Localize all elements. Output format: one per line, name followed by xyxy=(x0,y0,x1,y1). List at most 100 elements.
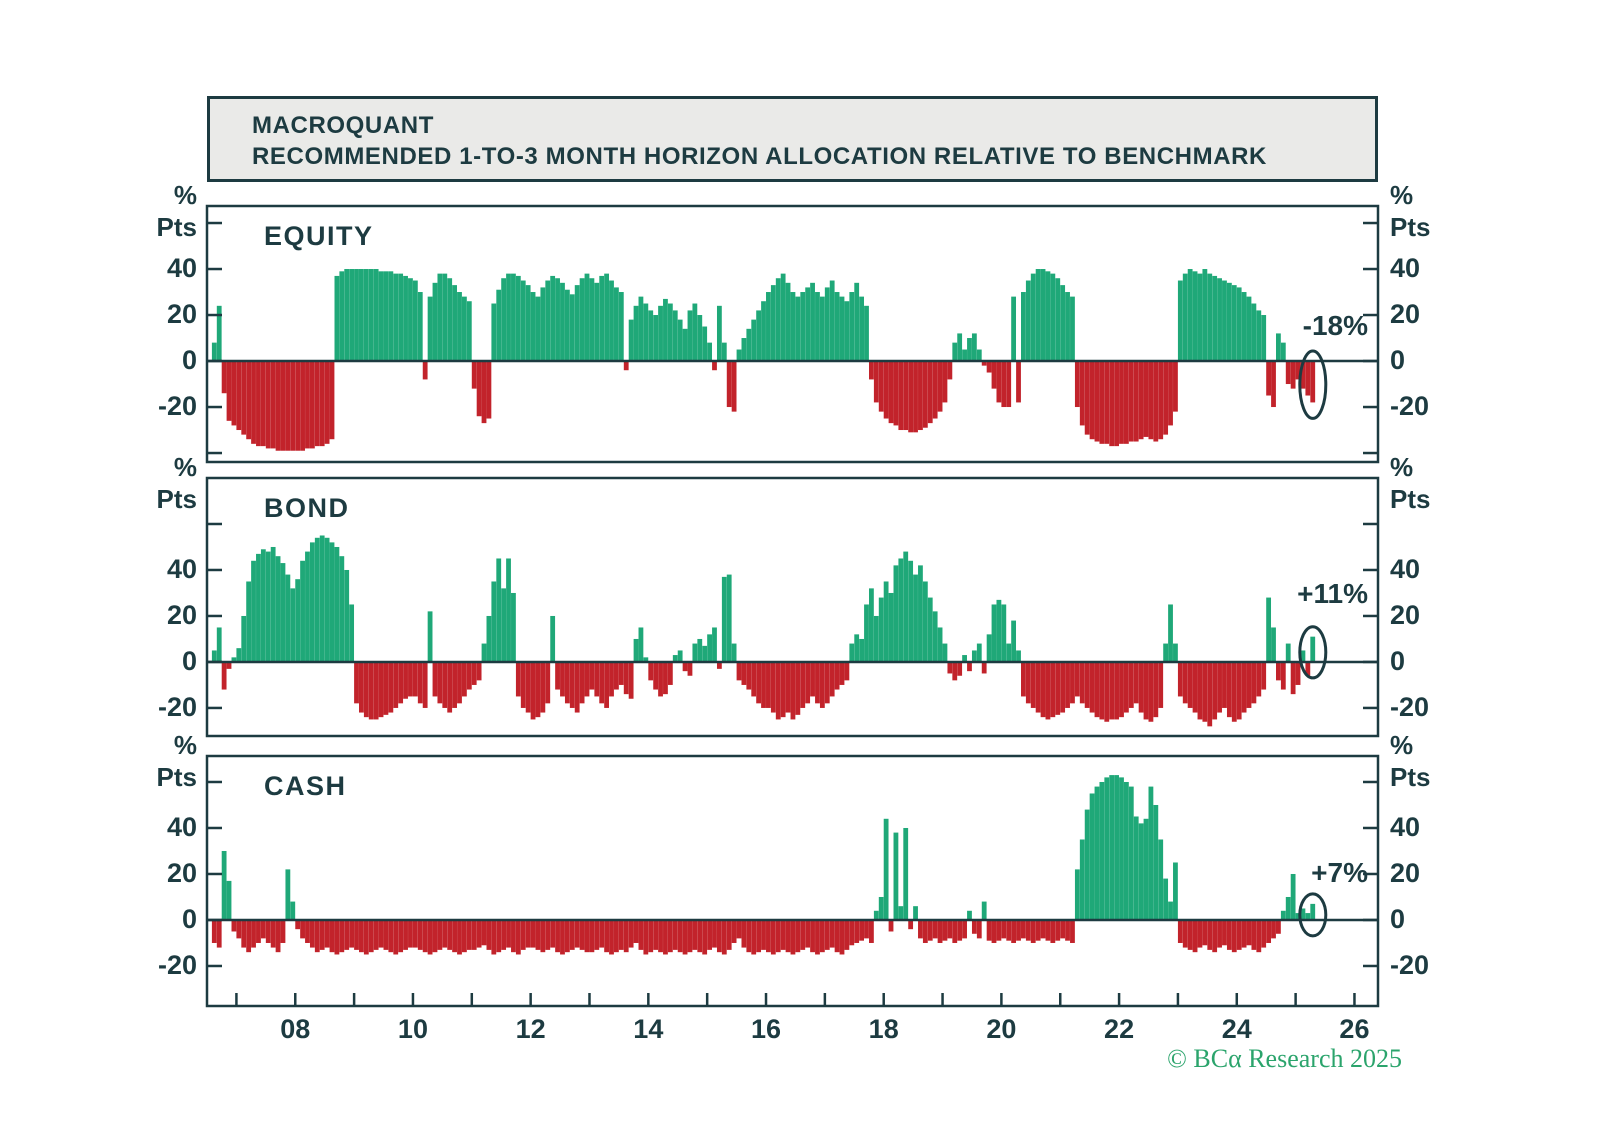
bar-equity xyxy=(643,303,649,362)
bar-equity xyxy=(270,361,276,449)
bar-bond xyxy=(918,565,923,662)
bar-cash xyxy=(1050,919,1056,943)
bar-bond xyxy=(1099,661,1105,720)
bar-bond xyxy=(226,661,232,669)
bar-bond xyxy=(834,661,840,690)
bar-cash xyxy=(1236,919,1242,950)
bar-equity xyxy=(1109,361,1115,447)
bar-bond xyxy=(1310,636,1316,662)
bar-bond xyxy=(1285,643,1291,662)
bar-cash xyxy=(594,919,600,950)
bar-cash xyxy=(476,919,482,948)
bar-cash xyxy=(354,919,359,950)
bar-cash xyxy=(1021,919,1026,939)
bar-equity xyxy=(1094,361,1100,442)
y-tick-label-right: 20 xyxy=(1390,857,1421,888)
bar-cash xyxy=(432,919,438,953)
bar-bond xyxy=(241,615,247,662)
bar-cash xyxy=(1197,919,1203,948)
bar-equity xyxy=(932,361,938,419)
bar-bond xyxy=(1231,661,1237,722)
bar-equity xyxy=(1055,278,1061,362)
bar-bond xyxy=(810,661,815,697)
bar-cash xyxy=(834,919,840,953)
panel-title-bond: BOND xyxy=(264,493,350,523)
bar-cash xyxy=(314,919,320,953)
bar-cash xyxy=(1212,919,1218,953)
bar-bond xyxy=(256,553,261,662)
annotation-equity: -18% xyxy=(1302,310,1368,341)
bar-equity xyxy=(810,282,815,362)
bar-cash xyxy=(766,919,771,953)
bar-cash xyxy=(300,919,305,939)
bar-bond xyxy=(1109,661,1115,720)
panel-border-bond xyxy=(205,476,1380,738)
bar-equity xyxy=(359,269,364,362)
bar-equity xyxy=(1128,361,1134,442)
bar-bond xyxy=(878,597,884,662)
bar-equity xyxy=(893,361,899,426)
bar-cash xyxy=(609,919,614,955)
bar-bond xyxy=(692,643,698,662)
bar-cash xyxy=(682,919,688,955)
bar-cash xyxy=(1168,901,1173,920)
bar-equity xyxy=(1177,280,1183,362)
bar-bond xyxy=(1040,661,1046,718)
bar-cash xyxy=(481,919,487,946)
bar-bond xyxy=(1212,661,1218,720)
y-axis-unit-bottom-right: Pts xyxy=(1390,484,1431,514)
bar-bond xyxy=(618,661,624,685)
bar-bond xyxy=(604,661,610,708)
bar-cash xyxy=(545,919,551,950)
bar-equity xyxy=(1290,361,1296,389)
bar-bond xyxy=(957,661,963,676)
bar-bond xyxy=(663,661,668,695)
bar-bond xyxy=(672,655,678,662)
bar-equity xyxy=(466,301,472,362)
bar-bond xyxy=(403,661,408,699)
bar-bond xyxy=(775,661,781,720)
bar-bond xyxy=(756,661,762,704)
bar-bond xyxy=(300,560,305,662)
bar-equity xyxy=(638,296,644,362)
bar-bond xyxy=(1143,661,1149,720)
bar-cash xyxy=(1290,873,1296,920)
bar-cash xyxy=(790,919,796,955)
bar-bond xyxy=(383,661,389,715)
bar-bond xyxy=(707,634,712,662)
bar-bond xyxy=(609,661,614,697)
bar-cash xyxy=(564,919,570,953)
bar-cash xyxy=(844,919,850,950)
bar-cash xyxy=(741,919,747,948)
x-year-label: 24 xyxy=(1221,1014,1252,1044)
bar-cash xyxy=(952,919,958,943)
bar-cash xyxy=(324,919,330,948)
bar-cash xyxy=(329,919,335,953)
bar-equity xyxy=(1001,361,1007,408)
bar-equity xyxy=(834,292,840,362)
bar-equity xyxy=(231,361,237,426)
bar-bond xyxy=(1168,604,1173,662)
bar-equity xyxy=(962,349,967,362)
bar-equity xyxy=(491,303,497,362)
bar-bond xyxy=(560,661,565,697)
bar-equity xyxy=(991,361,997,389)
bar-cash xyxy=(633,919,639,943)
bar-equity xyxy=(697,315,703,362)
bar-cash xyxy=(932,919,938,939)
bar-bond xyxy=(1011,620,1017,662)
bar-cash xyxy=(942,919,948,941)
bar-cash xyxy=(751,919,757,955)
y-tick-label-right: -20 xyxy=(1390,691,1430,722)
bar-bond xyxy=(981,661,987,674)
annotation-bond: +11% xyxy=(1297,578,1368,609)
bar-bond xyxy=(231,657,237,662)
bar-cash xyxy=(550,919,556,948)
bar-cash xyxy=(927,919,933,941)
bar-equity xyxy=(971,333,977,362)
latest-value-circle-equity xyxy=(1298,349,1328,420)
bar-cash xyxy=(1217,919,1222,948)
bar-equity xyxy=(707,342,712,362)
bar-equity xyxy=(260,361,266,447)
bar-bond xyxy=(1074,661,1080,697)
